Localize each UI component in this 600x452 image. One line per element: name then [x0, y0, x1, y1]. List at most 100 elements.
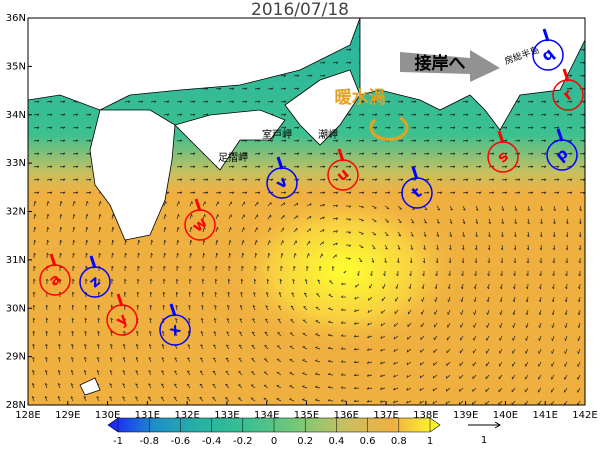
current-arrow	[345, 139, 352, 143]
current-arrow	[527, 100, 534, 104]
colorbar-tick-label: 0.6	[360, 436, 376, 447]
current-arrow	[448, 270, 451, 277]
current-arrow	[332, 178, 339, 182]
current-arrow	[302, 385, 308, 389]
current-arrow	[486, 309, 490, 315]
current-arrow	[202, 239, 206, 246]
current-arrow	[446, 335, 451, 341]
station-arrow	[497, 130, 505, 144]
lat-tick-label: 28N	[6, 400, 26, 411]
approach-arrow	[400, 50, 500, 82]
current-arrow	[540, 113, 547, 117]
current-arrow	[525, 309, 529, 316]
current-arrow	[59, 226, 63, 233]
current-arrow	[304, 279, 308, 285]
current-arrow	[253, 278, 257, 285]
current-arrow	[512, 296, 516, 303]
current-arrow	[189, 100, 196, 104]
current-arrow	[124, 265, 127, 272]
colorbar-tick-label: -0.4	[202, 436, 222, 447]
current-arrow	[473, 283, 477, 290]
current-arrow	[486, 296, 490, 303]
current-arrow	[59, 152, 66, 156]
current-arrow	[332, 254, 337, 259]
current-arrow	[161, 331, 165, 337]
current-arrow	[150, 239, 154, 246]
current-arrow	[472, 361, 477, 367]
current-arrow	[486, 335, 490, 341]
lat-tick-label: 33N	[6, 158, 26, 169]
current-arrow	[228, 240, 232, 246]
current-arrow	[527, 218, 530, 225]
current-arrow	[449, 152, 456, 156]
current-arrow	[436, 178, 443, 182]
current-arrow	[46, 252, 49, 259]
current-arrow	[564, 296, 568, 303]
current-arrow	[434, 283, 438, 290]
current-arrow	[501, 165, 508, 169]
current-arrow	[498, 400, 503, 405]
current-arrow	[252, 318, 256, 324]
current-arrow	[343, 270, 347, 274]
current-arrow	[238, 357, 243, 363]
current-arrow	[380, 374, 386, 378]
map-area	[28, 18, 585, 405]
current-arrow	[289, 398, 295, 402]
current-arrow	[397, 165, 404, 169]
current-arrow	[410, 231, 414, 237]
current-arrow	[577, 361, 581, 367]
current-arrow	[109, 383, 113, 389]
colorbar-tick-label: -0.8	[139, 436, 159, 447]
current-arrow	[186, 383, 191, 389]
current-arrow	[163, 252, 166, 259]
current-arrow	[280, 126, 287, 130]
current-arrow	[371, 231, 377, 236]
current-arrow	[306, 191, 313, 195]
current-arrow	[306, 228, 311, 233]
current-arrow	[340, 360, 347, 363]
current-arrow	[161, 344, 165, 350]
current-arrow	[564, 361, 568, 367]
current-arrow	[381, 296, 386, 302]
current-arrow	[340, 399, 347, 402]
current-arrow	[227, 305, 230, 311]
current-arrow	[239, 318, 243, 324]
current-arrow	[407, 322, 412, 328]
current-arrow	[553, 205, 556, 212]
current-arrow	[254, 100, 261, 104]
current-arrow	[540, 165, 547, 169]
current-arrow	[564, 348, 568, 354]
current-arrow	[263, 358, 269, 363]
current-arrow	[319, 265, 322, 272]
current-arrow	[70, 396, 74, 402]
current-arrow	[72, 165, 79, 169]
current-arrow	[98, 278, 101, 285]
current-arrow	[160, 383, 165, 389]
current-arrow	[254, 152, 261, 156]
current-arrow	[499, 296, 503, 303]
current-arrow	[317, 279, 321, 285]
current-arrow	[188, 318, 191, 324]
current-arrow	[501, 218, 504, 225]
current-arrow	[566, 191, 573, 195]
current-arrow	[163, 201, 167, 207]
current-arrow	[31, 396, 35, 402]
current-arrow	[280, 100, 287, 104]
current-arrow	[433, 335, 438, 341]
current-arrow	[358, 178, 365, 182]
current-arrow	[345, 218, 352, 221]
current-arrow	[241, 178, 248, 182]
current-arrow	[135, 357, 139, 363]
current-arrow	[355, 283, 360, 288]
current-arrow	[254, 227, 258, 233]
current-arrow	[345, 231, 352, 234]
current-arrow	[380, 387, 386, 390]
current-arrow	[409, 257, 413, 264]
current-arrow	[202, 265, 205, 272]
current-arrow	[553, 126, 560, 130]
current-arrow	[176, 214, 180, 220]
current-arrow	[384, 191, 391, 195]
current-arrow	[189, 165, 196, 169]
current-arrow	[71, 330, 74, 337]
current-arrow	[71, 343, 74, 350]
